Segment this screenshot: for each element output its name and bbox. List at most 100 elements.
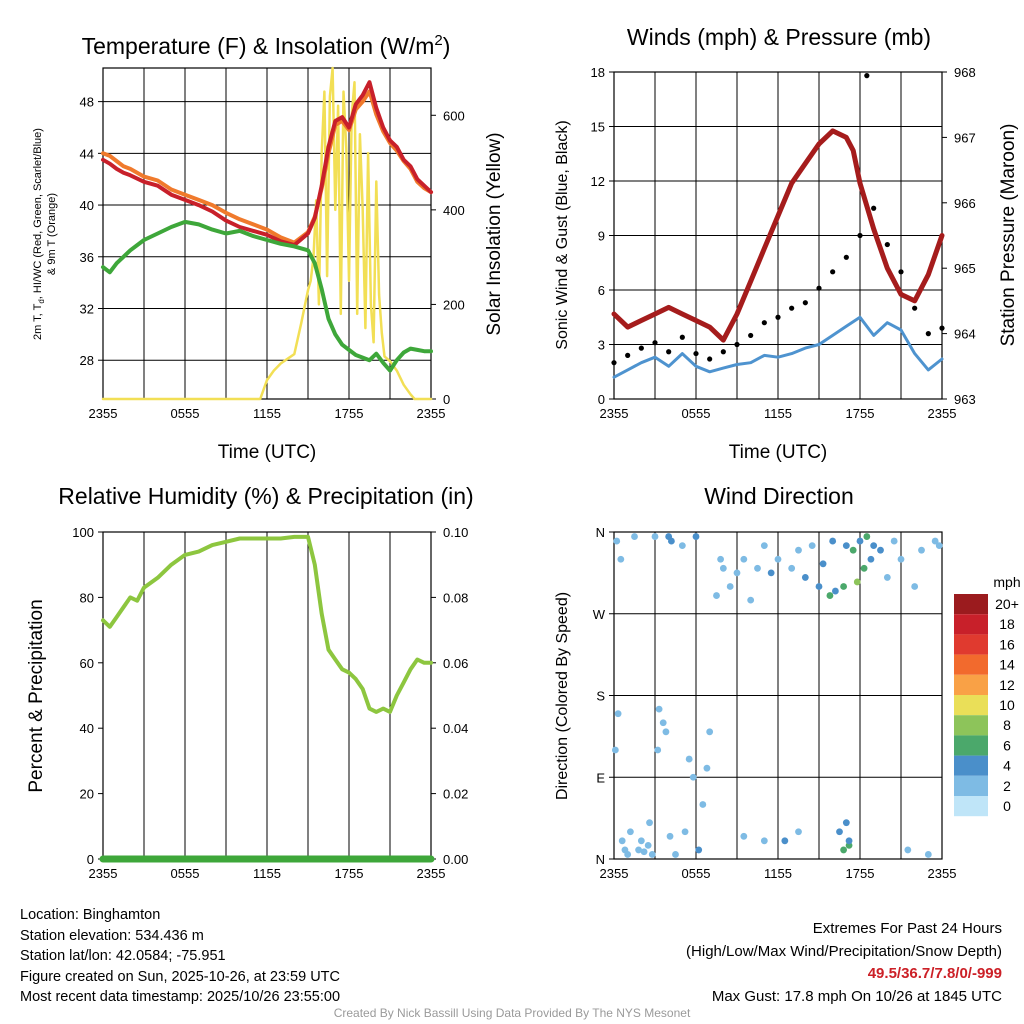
legend-label: 16 [999, 636, 1015, 652]
x-tick-label: 2355 [600, 406, 629, 421]
gust-point [802, 300, 808, 306]
gust-point [925, 331, 931, 337]
direction-point [614, 710, 622, 718]
legend-swatch [954, 654, 988, 675]
x-tick-label: 2355 [600, 866, 629, 881]
direction-points [611, 533, 943, 858]
legend-swatch [954, 614, 988, 635]
x-tick-label: 0555 [171, 866, 200, 881]
winds-grid [614, 72, 942, 399]
y-tick-label: 600 [443, 108, 465, 123]
x-tick-label: 2355 [928, 406, 957, 421]
y-tick-label: 3 [598, 338, 605, 353]
y-tick-label: W [593, 607, 606, 622]
gust-point [693, 350, 699, 357]
direction-point [897, 555, 905, 563]
direction-point [795, 828, 802, 836]
direction-point [644, 841, 652, 849]
y-tick-label: 400 [443, 203, 465, 218]
direction-point [689, 773, 697, 781]
panel-temperature: Temperature (F) & Insolation (W/m2) 28 32… [32, 32, 505, 463]
y-tick-label: 967 [954, 130, 976, 145]
direction-point [617, 555, 625, 563]
y-tick-label: 32 [80, 301, 94, 316]
x-tick-label: 1155 [253, 866, 281, 881]
legend-swatch [954, 634, 988, 655]
legend-label: 14 [999, 657, 1015, 673]
y-tick-label: 18 [591, 65, 605, 80]
y-tick-label: 12 [591, 174, 605, 189]
y-tick-label: 6 [598, 283, 605, 298]
y-tick-label: 36 [80, 250, 94, 265]
gust-point [864, 73, 870, 79]
gust-point [830, 269, 836, 275]
direction-point [631, 533, 638, 540]
humidity-ylabel-left: Percent & Precipitation [26, 599, 47, 792]
x-tick-label: 2355 [928, 866, 957, 881]
legend-swatch [954, 715, 988, 736]
series-line-relative-humidity [101, 534, 433, 714]
humidity-x-ticks: 2355 0555 1155 1755 2355 [89, 853, 446, 881]
series-line-station-pressure [611, 128, 945, 343]
x-tick-label: 2355 [89, 866, 118, 881]
gust-point [748, 332, 754, 339]
temperature-right-ticks: 0 200 400 600 [431, 108, 465, 407]
winds-title: Winds (mph) & Pressure (mb) [627, 24, 931, 50]
y-tick-label: 965 [954, 261, 976, 276]
gust-point [638, 345, 644, 351]
gust-point [912, 305, 918, 311]
y-tick-label: 15 [591, 120, 605, 135]
direction-point [870, 542, 878, 550]
x-tick-label: 2355 [89, 406, 118, 421]
x-tick-label: 2355 [417, 866, 446, 881]
direction-point [692, 533, 700, 540]
y-tick-label: 0.00 [443, 852, 468, 867]
y-tick-label: N [596, 852, 605, 867]
humidity-series [99, 534, 435, 863]
direction-point [863, 533, 871, 540]
legend-label: 8 [1003, 717, 1011, 733]
direction-point [801, 574, 809, 581]
extremes-info: Extremes For Past 24 Hours (High/Low/Max… [686, 918, 1002, 1008]
winds-ylabel-left: Sonic Wind & Gust (Blue, Black) [554, 120, 571, 349]
direction-point [706, 728, 714, 736]
direction-point [703, 764, 711, 772]
gust-point [652, 340, 658, 346]
winds-series [611, 73, 945, 379]
direction-point [826, 592, 834, 599]
direction-point [740, 832, 748, 840]
gust-point [707, 356, 713, 362]
direction-point [666, 832, 674, 840]
elevation-text: Station elevation: 534.436 m [20, 927, 204, 944]
temperature-title: Temperature (F) & Insolation (W/m2) [82, 32, 451, 59]
y-tick-label: 968 [954, 65, 976, 80]
direction-point [795, 546, 802, 554]
legend-label: 4 [1003, 758, 1011, 774]
winds-left-ticks: 0 3 6 9 12 15 18 [591, 65, 614, 407]
y-tick-label: 40 [80, 198, 94, 213]
direction-point [904, 846, 912, 854]
legend-label: 18 [999, 616, 1015, 632]
direction-point [849, 546, 857, 554]
direction-point [788, 564, 796, 572]
series-line-2m-t [101, 80, 433, 248]
y-tick-label: 44 [80, 146, 94, 161]
direction-point [640, 848, 648, 856]
x-tick-label: 2355 [417, 406, 446, 421]
x-tick-label: 0555 [171, 406, 200, 421]
y-tick-label: 0 [443, 392, 450, 407]
direction-point [646, 819, 653, 827]
direction-point [860, 564, 868, 572]
winds-xlabel: Time (UTC) [729, 442, 828, 463]
direction-point [685, 755, 693, 763]
y-tick-label: 40 [80, 721, 94, 736]
direction-point [760, 542, 768, 550]
direction-point [911, 583, 919, 590]
direction-point [819, 560, 827, 568]
y-tick-label: 0 [87, 852, 94, 867]
direction-point [754, 564, 761, 572]
direction-point [695, 846, 703, 854]
direction-point [877, 546, 884, 554]
direction-point [662, 728, 670, 736]
